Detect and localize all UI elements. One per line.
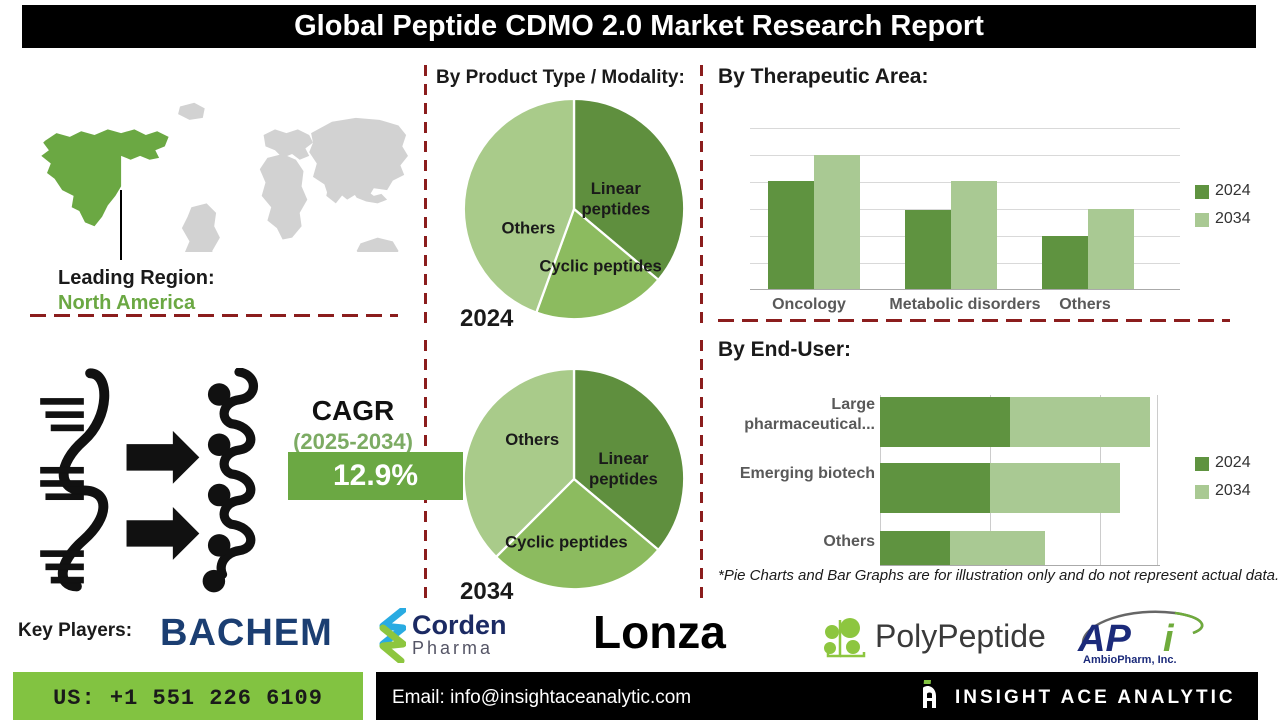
svg-text:peptides: peptides	[581, 199, 650, 218]
svg-text:AmbioPharm, Inc.: AmbioPharm, Inc.	[1083, 654, 1177, 666]
svg-text:peptides: peptides	[589, 469, 658, 488]
svg-text:Cyclic peptides: Cyclic peptides	[505, 532, 628, 551]
svg-text:Cyclic peptides: Cyclic peptides	[539, 256, 662, 275]
svg-text:Linear: Linear	[598, 449, 649, 468]
svg-text:Others: Others	[501, 218, 555, 237]
svg-text:Linear: Linear	[591, 179, 642, 198]
svg-text:Others: Others	[505, 430, 559, 449]
